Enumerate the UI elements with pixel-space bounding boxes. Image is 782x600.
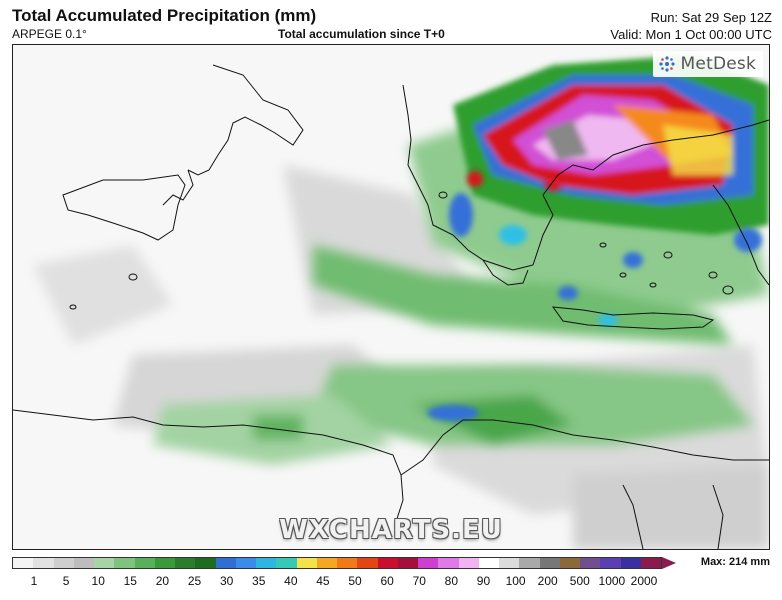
legend-tick: 5 <box>62 574 70 588</box>
legend-tick: 20 <box>155 574 170 588</box>
legend-color-cell <box>33 558 54 568</box>
legend-color-cell <box>478 558 499 568</box>
legend-color-cell <box>175 558 196 568</box>
metdesk-icon <box>658 56 675 72</box>
legend-tick: 45 <box>316 574 330 588</box>
wxcharts-watermark: WXCHARTS.EU <box>279 515 503 545</box>
legend-tick: 1000 <box>598 574 626 588</box>
legend-color-cell <box>539 558 560 568</box>
legend-color-cell <box>13 558 34 568</box>
precip-heavy-core <box>453 55 769 235</box>
legend-color-cell <box>580 558 601 568</box>
legend-color-cell <box>337 558 358 568</box>
legend-color-cell <box>114 558 135 568</box>
metdesk-logo[interactable]: MetDesk <box>652 51 763 77</box>
legend-color-cell <box>256 558 277 568</box>
legend-color-cell <box>195 558 216 568</box>
legend-color-cell <box>418 558 439 568</box>
legend-color-cell <box>94 558 115 568</box>
legend-color-cell <box>377 558 398 568</box>
legend-tick: 10 <box>91 574 105 588</box>
legend-color-cell <box>458 558 479 568</box>
legend-color-cell <box>296 558 317 568</box>
subtitle: Total accumulation since T+0 <box>278 27 445 41</box>
legend-color-cell <box>276 558 297 568</box>
legend-color-cell <box>235 558 256 568</box>
legend-tick: 70 <box>412 574 426 588</box>
model-label: ARPEGE 0.1° <box>12 27 87 41</box>
map-canvas <box>13 45 769 549</box>
legend-color-cell <box>640 558 661 568</box>
legend-color-cell <box>73 558 94 568</box>
legend-color-cell <box>215 558 236 568</box>
legend-color-cell <box>316 558 337 568</box>
legend-tick: 80 <box>444 574 459 588</box>
chart-title: Total Accumulated Precipitation (mm) <box>12 6 317 25</box>
legend-color-cell <box>559 558 580 568</box>
legend-color-cell <box>53 558 74 568</box>
precip-blue-spots <box>427 171 762 421</box>
coastlines <box>13 64 769 549</box>
legend-colorbar <box>12 557 662 569</box>
legend-tick: 90 <box>476 574 491 588</box>
legend-tick: 35 <box>252 574 266 588</box>
legend-tick: 500 <box>569 574 590 588</box>
legend-color-cell <box>600 558 621 568</box>
legend-tick: 50 <box>348 574 362 588</box>
run-time: Run: Sat 29 Sep 12Z <box>650 10 772 25</box>
legend-color-cell <box>154 558 175 568</box>
logo-text: MetDesk <box>680 54 756 74</box>
legend-color-cell <box>519 558 540 568</box>
legend-tick-labels: 1 5 10 15 20 25 30 35 40 45 50 60 70 80 90 100 200 500 100… <box>12 574 662 590</box>
legend-overflow-arrow <box>662 557 676 569</box>
legend-tick: 30 <box>219 574 234 588</box>
legend-tick: 100 <box>505 574 526 588</box>
max-value-label: Max: 214 mm <box>700 556 770 568</box>
legend-tick: 2000 <box>630 574 658 588</box>
legend-color-cell <box>357 558 378 568</box>
legend-tick: 1 <box>30 574 38 588</box>
legend-tick: 200 <box>537 574 558 588</box>
islands <box>69 191 734 310</box>
legend-color-cell <box>499 558 520 568</box>
precipitation-map[interactable]: MetDesk WXCHARTS.EU <box>12 44 770 550</box>
legend-color-cell <box>397 558 418 568</box>
legend-color-cell <box>134 558 155 568</box>
legend-color-cell <box>620 558 641 568</box>
valid-time: Valid: Mon 1 Oct 00:00 UTC <box>610 27 772 42</box>
legend-tick: 40 <box>284 574 298 588</box>
legend-tick: 25 <box>187 574 202 588</box>
legend-tick: 60 <box>380 574 394 588</box>
legend-color-cell <box>438 558 459 568</box>
legend-tick: 15 <box>123 574 137 588</box>
